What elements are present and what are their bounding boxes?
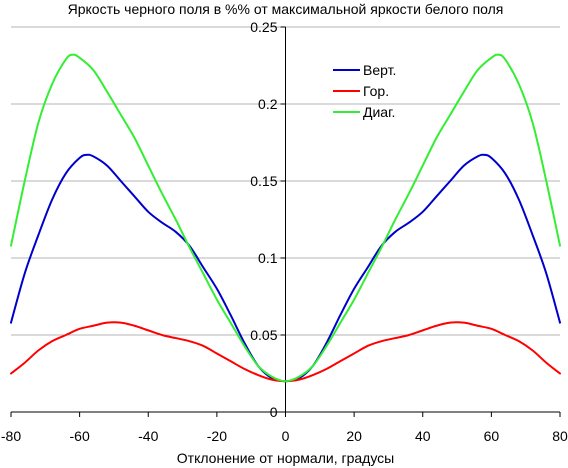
y-tick-label: 0.1 <box>258 250 278 266</box>
legend-label-2: Диаг. <box>363 104 395 120</box>
x-tick-label: 0 <box>282 428 290 444</box>
axes <box>10 26 561 417</box>
y-tick-label: 0.05 <box>250 327 277 343</box>
y-tick-label: 0 <box>270 404 278 420</box>
x-tick-label: -80 <box>1 428 21 444</box>
x-tick-label: 20 <box>346 428 362 444</box>
x-tick-label: 60 <box>484 428 500 444</box>
tick-labels: -80 -60 -40 -20 0 20 40 60 80 0 0.05 0.1 0.15 0.2 0.25 <box>1 19 568 444</box>
x-tick-label: -60 <box>70 428 90 444</box>
legend: Верт. Гор. Диаг. <box>333 62 396 120</box>
x-tick-label: -40 <box>138 428 158 444</box>
x-tick-label: 80 <box>552 428 568 444</box>
series-lines <box>10 53 561 383</box>
y-tick-label: 0.15 <box>250 173 277 189</box>
x-tick-label: 40 <box>415 428 431 444</box>
legend-label-0: Верт. <box>363 62 396 78</box>
y-tick-label: 0.25 <box>250 19 277 35</box>
x-axis-label: Отклонение от нормали, градусы <box>177 450 394 466</box>
series-line-2 <box>10 53 561 383</box>
chart-title: Яркость черного поля в %% от максимально… <box>68 1 504 17</box>
legend-label-1: Гор. <box>363 83 389 99</box>
x-tick-label: -20 <box>207 428 227 444</box>
y-tick-label: 0.2 <box>258 96 278 112</box>
